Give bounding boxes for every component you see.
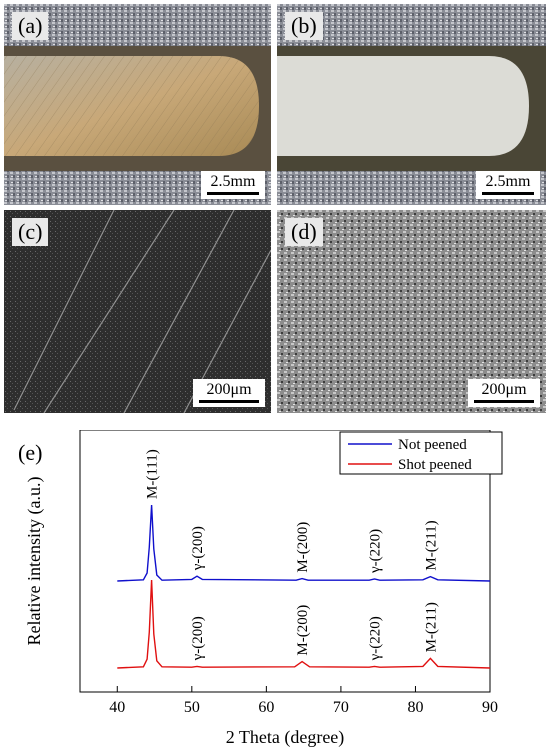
scale-label: 2.5mm bbox=[210, 173, 256, 190]
y-axis-label: Relative intensity (a.u.) bbox=[24, 477, 45, 646]
legend-box bbox=[339, 431, 503, 475]
scale-label: 200μm bbox=[206, 381, 252, 398]
scale-bar: 2.5mm bbox=[476, 171, 540, 199]
peak-label: M-(211) bbox=[423, 520, 439, 570]
panel-label: (d) bbox=[285, 218, 323, 246]
x-tick-label: 50 bbox=[184, 699, 200, 716]
x-tick-label: 70 bbox=[333, 699, 349, 716]
panel-b: (b) 2.5mm bbox=[277, 4, 546, 205]
panel-label: (a) bbox=[12, 12, 49, 40]
legend: Not peened Shot peened bbox=[339, 431, 503, 475]
peak-label: γ-(220) bbox=[368, 616, 384, 661]
panel-label-e: (e) bbox=[18, 440, 42, 465]
panel-a: (a) 2.5mm bbox=[4, 4, 271, 205]
peak-annotations: M-(111) γ-(200) M-(200) γ-(220) M-(211) γ-(20… bbox=[145, 449, 440, 661]
x-tick-label: 60 bbox=[258, 699, 274, 716]
x-tick-label: 40 bbox=[109, 699, 125, 716]
scale-bar: 200μm bbox=[193, 379, 265, 407]
panel-label: (b) bbox=[285, 12, 323, 40]
panel-d: (d) 200μm bbox=[277, 210, 546, 413]
plot-frame bbox=[79, 430, 491, 693]
peak-label: γ-(220) bbox=[368, 529, 384, 574]
series-line-1 bbox=[117, 579, 491, 669]
peak-label: M-(211) bbox=[423, 602, 439, 652]
series-lines bbox=[117, 504, 491, 669]
scale-line bbox=[482, 192, 534, 195]
peak-label: M-(200) bbox=[295, 605, 311, 656]
series-line-0 bbox=[117, 504, 491, 582]
x-axis-label: 2 Theta (degree) bbox=[226, 727, 345, 748]
scale-line bbox=[474, 400, 534, 403]
scale-label: 200μm bbox=[481, 381, 527, 398]
peak-label: γ-(200) bbox=[190, 526, 206, 571]
scale-label: 2.5mm bbox=[485, 173, 531, 190]
peak-label: M-(200) bbox=[295, 522, 311, 573]
photo-unpeened-image bbox=[4, 4, 271, 205]
peak-label: γ-(200) bbox=[190, 616, 206, 661]
scale-line bbox=[199, 400, 259, 403]
photo-peened-image bbox=[277, 4, 546, 205]
x-tick-label: 90 bbox=[482, 699, 498, 716]
x-tick-label: 80 bbox=[407, 699, 423, 716]
panel-c: (c) 200μm bbox=[4, 210, 271, 413]
legend-label-not-peened: Not peened bbox=[398, 437, 467, 453]
scale-bar: 2.5mm bbox=[201, 171, 265, 199]
xrd-chart: (e) 40 50 60 70 80 90 M-(111) γ-(200) M-(200) γ-… bbox=[18, 430, 503, 748]
scale-bar: 200μm bbox=[468, 379, 540, 407]
x-axis-ticks: 40 50 60 70 80 90 bbox=[109, 686, 498, 716]
scale-line bbox=[207, 192, 259, 195]
panel-label: (c) bbox=[12, 218, 49, 246]
legend-label-shot-peened: Shot peened bbox=[398, 457, 472, 473]
peak-label: M-(111) bbox=[145, 449, 161, 499]
